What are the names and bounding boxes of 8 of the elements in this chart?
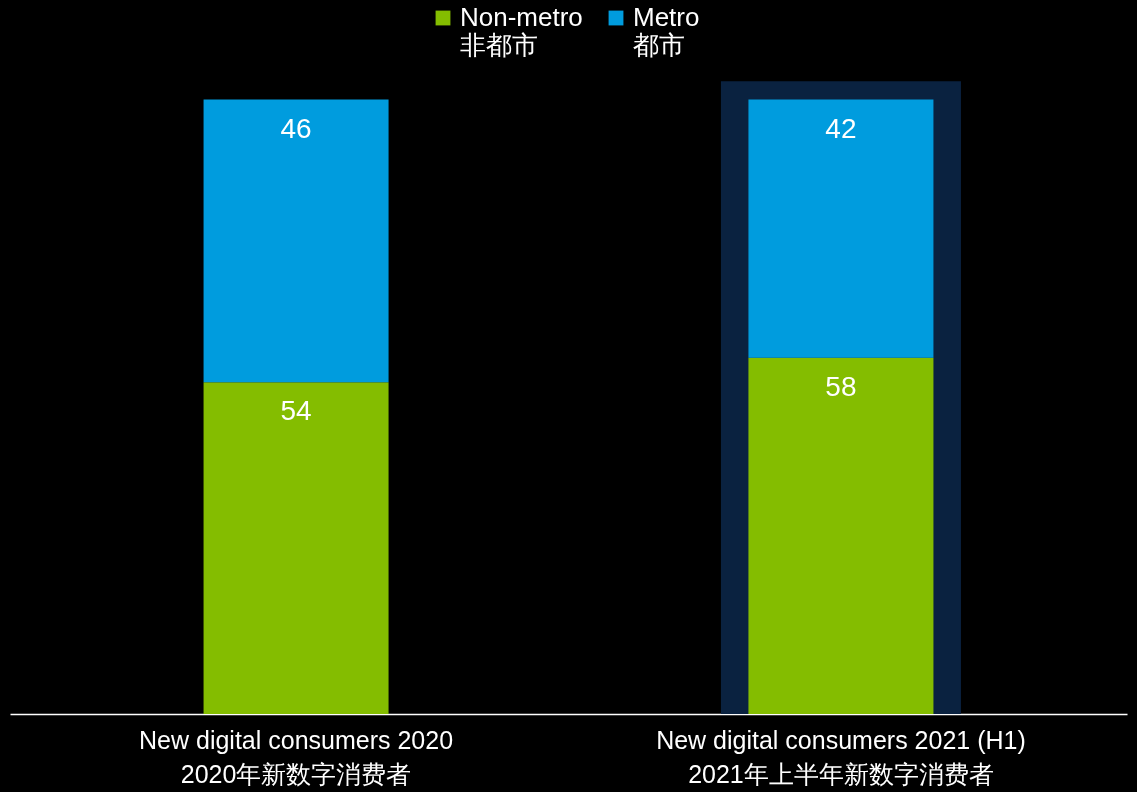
x-tick-label: New digital consumers 2020 2020年新数字消费者	[139, 725, 454, 788]
data-label: 46	[280, 112, 312, 144]
legend-label: Non-metro 非都市	[460, 2, 583, 60]
data-label: 58	[825, 370, 857, 402]
data-label: 54	[280, 395, 312, 427]
legend-label: Metro 都市	[633, 2, 700, 60]
data-label: 42	[825, 112, 857, 144]
x-tick-label: New digital consumers 2021 (H1) 2021年上半年新数字消费者	[656, 725, 1026, 788]
